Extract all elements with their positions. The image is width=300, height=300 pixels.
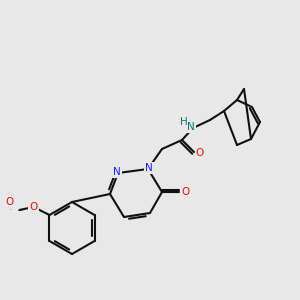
Text: N: N xyxy=(145,163,153,173)
Text: O: O xyxy=(29,202,38,212)
Text: methoxy: methoxy xyxy=(17,210,24,211)
Text: N: N xyxy=(187,122,195,132)
Text: O: O xyxy=(181,187,189,197)
Text: O: O xyxy=(5,197,14,207)
Text: O: O xyxy=(196,148,204,158)
Text: H: H xyxy=(180,117,188,127)
Text: OCH₃: OCH₃ xyxy=(10,209,13,211)
Text: N: N xyxy=(113,167,121,177)
